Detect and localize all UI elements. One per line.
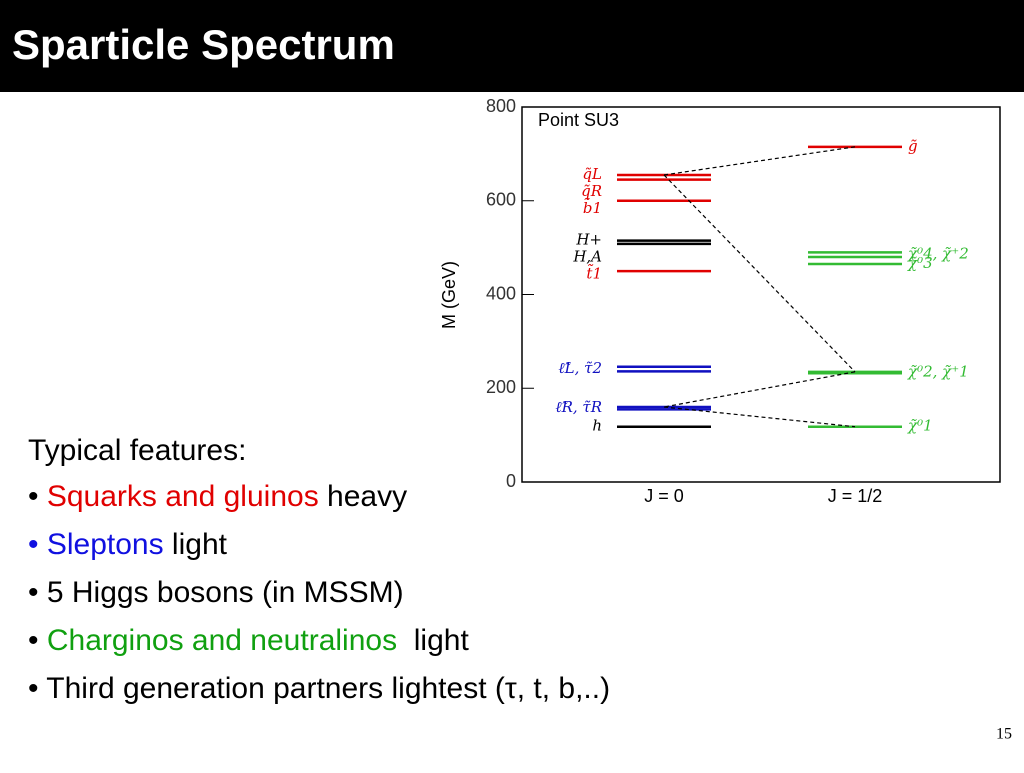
level-label: q̃L	[582, 165, 602, 183]
x-tick-label: J = 1/2	[828, 486, 883, 506]
y-tick-label: 200	[486, 377, 516, 397]
y-tick-label: 800	[486, 96, 516, 116]
decay-line	[663, 174, 856, 373]
level-label: χ̃⁰3	[907, 254, 933, 272]
y-axis-label: M (GeV)	[439, 261, 459, 329]
bullet-segment: light	[164, 528, 228, 561]
bullet-segment: light	[397, 624, 469, 657]
level-label: ℓ̃R, τ̃R	[555, 398, 602, 416]
bullet-segment: • 5 Higgs bosons (in MSSM)	[28, 576, 404, 609]
level-label: H+	[575, 231, 602, 249]
level-label: H,A	[572, 248, 602, 266]
level-label: χ̃⁰1	[907, 417, 933, 435]
bullet: • Sleptons light	[28, 528, 228, 561]
bullet-segment: Squarks and gluinos	[47, 480, 319, 513]
level-label: t̃1	[586, 263, 602, 282]
bullet: • Charginos and neutralinos light	[28, 624, 469, 657]
level-label: h	[592, 417, 602, 435]
bullet-segment: Charginos and neutralinos	[47, 624, 397, 657]
title-bar	[0, 0, 1024, 92]
bullet-segment: •	[28, 480, 47, 513]
level-label: b̃1	[583, 198, 602, 217]
x-tick-label: J = 0	[644, 486, 684, 506]
bullet-segment: •	[28, 624, 47, 657]
y-tick-label: 600	[486, 190, 516, 210]
intro: Typical features:	[28, 434, 246, 467]
bullet: • 5 Higgs bosons (in MSSM)	[28, 576, 404, 609]
level-label: q̃R	[581, 182, 602, 200]
level-label: ℓ̃L, τ̃2	[558, 359, 602, 377]
level-label: χ̃⁰2, χ̃⁺1	[907, 363, 969, 381]
decay-line	[663, 371, 856, 408]
plot-frame	[521, 106, 1001, 483]
slide-title: Sparticle Spectrum	[12, 21, 395, 68]
bullet-segment: • Third generation partners lightest (τ,…	[28, 672, 610, 705]
y-tick-label: 0	[506, 471, 516, 491]
bullet: • Squarks and gluinos heavy	[28, 480, 407, 513]
page-number: 15	[996, 726, 1012, 743]
level-label: g̃	[908, 137, 918, 155]
y-tick-label: 400	[486, 283, 516, 303]
chart-title: Point SU3	[538, 110, 619, 130]
level-label: χ̃⁰4, χ̃⁺2	[907, 245, 969, 263]
bullet: • Third generation partners lightest (τ,…	[28, 672, 610, 705]
bullet-segment: • Sleptons	[28, 528, 164, 561]
bullet-segment: heavy	[319, 480, 407, 513]
